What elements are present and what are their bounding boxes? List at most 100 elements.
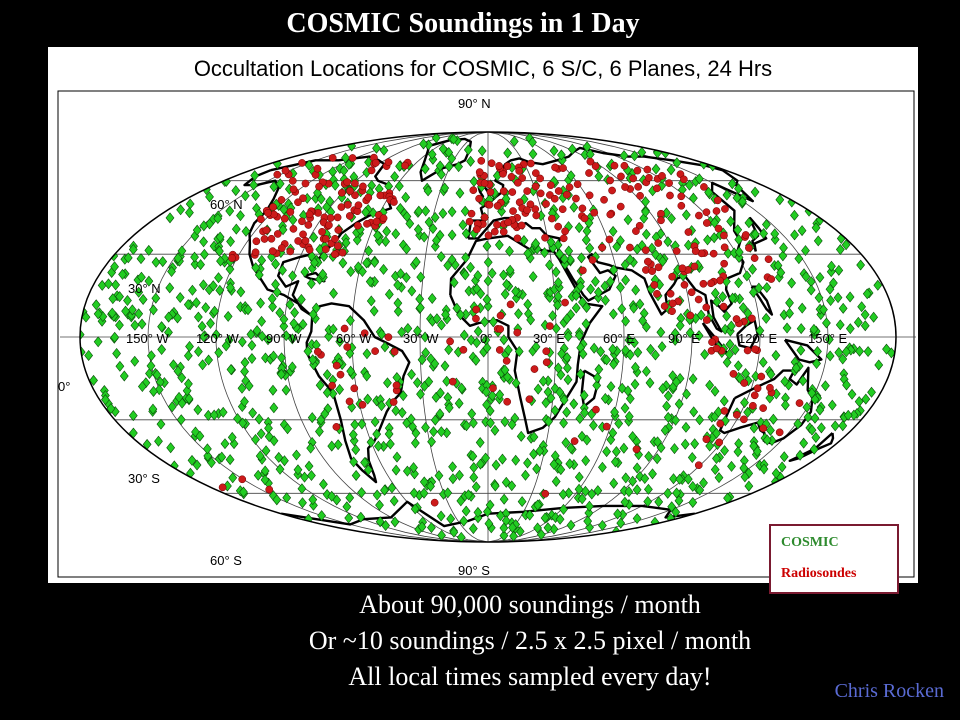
cosmic-point (857, 301, 867, 313)
cosmic-point (582, 225, 592, 237)
radiosonde-point (496, 325, 505, 333)
radiosonde-point (315, 182, 323, 191)
cosmic-point (796, 323, 806, 335)
cosmic-point (440, 182, 450, 194)
cosmic-point (631, 361, 640, 373)
cosmic-point (419, 476, 429, 488)
cosmic-point (490, 424, 500, 436)
cosmic-point (633, 346, 643, 358)
cosmic-point (322, 387, 332, 399)
cosmic-point (608, 308, 618, 320)
cosmic-point (251, 433, 260, 445)
radiosonde-point (495, 162, 503, 170)
radiosonde-point (499, 227, 508, 236)
cosmic-point (481, 334, 491, 346)
cosmic-point (651, 349, 660, 361)
radiosonde-point (709, 249, 718, 258)
cosmic-point (749, 286, 758, 298)
cosmic-point (609, 358, 618, 370)
cosmic-point (231, 223, 241, 235)
cosmic-point (344, 512, 354, 524)
cosmic-point (579, 389, 589, 401)
cosmic-point (128, 243, 138, 255)
radiosonde-point (602, 422, 611, 431)
cosmic-point (243, 304, 253, 316)
cosmic-point (523, 298, 533, 310)
cosmic-point (313, 187, 322, 199)
radiosonde-point (345, 212, 354, 220)
cosmic-point (409, 487, 419, 499)
cosmic-point (269, 435, 279, 447)
cosmic-point (645, 377, 655, 389)
radiosonde-point (526, 200, 535, 209)
cosmic-point (115, 291, 124, 303)
cosmic-point (703, 234, 712, 246)
cosmic-point (268, 301, 277, 313)
cosmic-point (386, 438, 395, 450)
cosmic-point (218, 406, 228, 418)
cosmic-point (585, 500, 594, 512)
cosmic-point (119, 370, 129, 382)
radiosonde-point (657, 216, 665, 225)
cosmic-point (469, 471, 479, 483)
cosmic-point (583, 515, 593, 527)
cosmic-point (710, 287, 720, 299)
radiosonde-point (775, 428, 784, 437)
cosmic-point (619, 442, 629, 454)
cosmic-point (529, 448, 538, 460)
cosmic-point (271, 278, 280, 290)
cosmic-point (586, 283, 595, 295)
cosmic-point (246, 328, 256, 340)
cosmic-point (632, 484, 642, 496)
cosmic-point (750, 186, 760, 198)
cosmic-point (567, 143, 577, 155)
radiosonde-point (251, 248, 260, 257)
cosmic-point (193, 404, 203, 416)
radiosonde-point (668, 299, 677, 308)
cosmic-point (845, 323, 855, 335)
cosmic-point (473, 325, 483, 337)
radiosonde-point (702, 303, 711, 312)
cosmic-point (507, 419, 517, 431)
radiosonde-point (621, 183, 629, 191)
cosmic-point (351, 444, 361, 456)
cosmic-point (619, 150, 629, 162)
cosmic-point (628, 475, 638, 487)
cosmic-point (91, 299, 101, 311)
cosmic-point (546, 392, 556, 404)
radiosonde-point (559, 164, 567, 172)
cosmic-point (551, 475, 561, 487)
cosmic-point (279, 313, 289, 325)
cosmic-point (688, 373, 698, 385)
radiosonde-point (518, 174, 526, 182)
cosmic-point (395, 202, 405, 214)
radiosonde-point (513, 234, 522, 243)
cosmic-point (101, 394, 110, 406)
radiosonde-point (536, 189, 545, 198)
cosmic-point (413, 224, 423, 236)
cosmic-point (432, 313, 442, 325)
cosmic-point (790, 229, 799, 241)
cosmic-point (803, 411, 813, 423)
cosmic-point (446, 513, 456, 525)
cosmic-point (793, 418, 803, 430)
radiosonde-point (751, 345, 759, 354)
radiosonde-point (634, 182, 642, 191)
cosmic-point (616, 281, 625, 293)
radiosonde-point (653, 184, 661, 193)
radiosonde-point (313, 347, 322, 356)
cosmic-point (516, 430, 526, 442)
cosmic-point (827, 260, 836, 272)
cosmic-point (412, 377, 422, 389)
radiosonde-point (700, 183, 708, 191)
radiosonde-point (358, 400, 367, 409)
cosmic-point (107, 307, 117, 319)
radiosonde-point (465, 217, 474, 226)
coastline (449, 234, 604, 435)
cosmic-point (370, 416, 380, 428)
cosmic-point (469, 417, 478, 429)
latitude-label: 0° (58, 379, 70, 394)
cosmic-point (339, 165, 349, 177)
cosmic-point (592, 379, 602, 391)
radiosonde-point (343, 200, 352, 209)
